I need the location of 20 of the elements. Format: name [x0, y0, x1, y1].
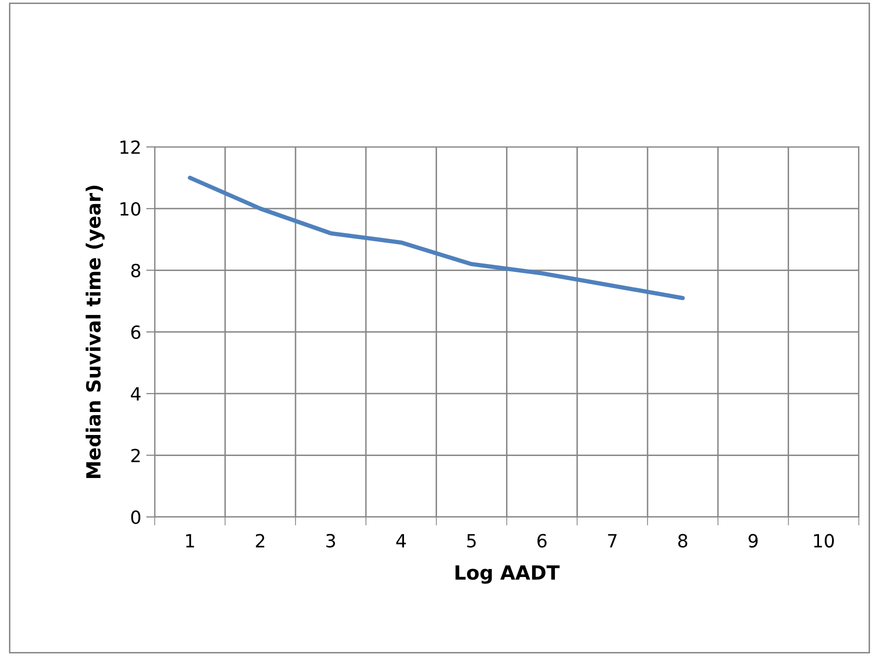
- x-tick-label: 5: [467, 534, 476, 548]
- x-tick-label: 3: [326, 534, 336, 548]
- x-tick-label: 4: [396, 534, 406, 548]
- y-tick-label: 0: [131, 510, 140, 524]
- x-tick-label: 8: [678, 534, 688, 548]
- line-series: [188, 176, 685, 300]
- x-tick-label: 2: [256, 534, 264, 548]
- y-tick-label: 6: [131, 325, 140, 340]
- y-tick-label: 12: [120, 140, 140, 154]
- x-tick-label: 1: [186, 534, 194, 548]
- y-tick-label: 2: [131, 448, 140, 462]
- y-tick-label: 8: [131, 264, 140, 278]
- x-tick-label: 9: [748, 534, 758, 548]
- y-axis-title: Median Suvival time (year): [86, 186, 105, 478]
- y-tick-label: 4: [130, 387, 140, 400]
- y-tick-label: 10: [120, 202, 140, 216]
- x-tick-label: 7: [608, 534, 617, 548]
- x-tick-label: 10: [814, 534, 834, 548]
- x-tick-label: 6: [537, 534, 547, 548]
- x-axis-title: Log AADT: [456, 565, 560, 584]
